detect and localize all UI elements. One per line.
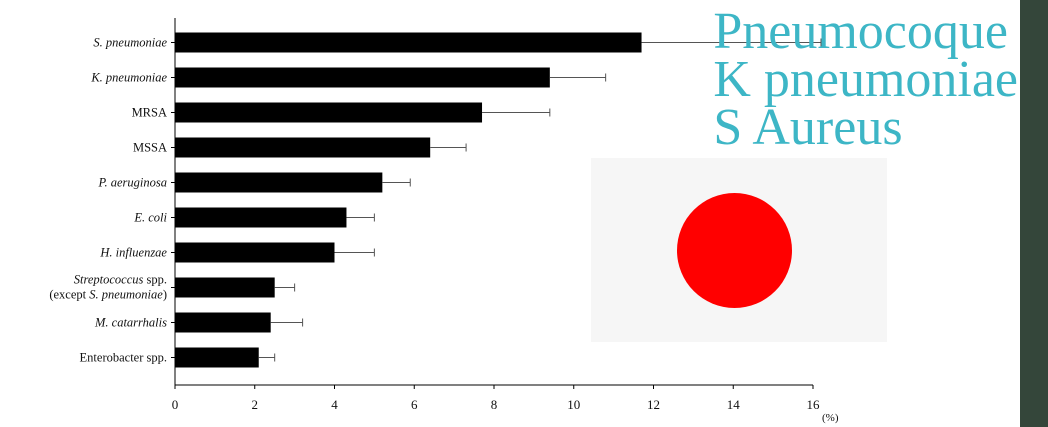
- category-label-line2: (except S. pneumoniae): [49, 288, 167, 302]
- x-tick-label: 2: [252, 397, 259, 412]
- chart-category-labels: S. pneumoniae K. pneumoniae MRSA MSSA P. aer…: [49, 36, 167, 365]
- overlay-title: Pneumocoque K pneumoniae S Aureus: [713, 3, 1018, 156]
- bar: [175, 207, 347, 228]
- bar: [175, 347, 259, 368]
- category-label: H. influenzae: [99, 246, 167, 260]
- category-label: M. catarrhalis: [94, 316, 167, 330]
- category-label: E. coli: [133, 211, 167, 225]
- bar: [175, 242, 335, 263]
- japan-flag: [591, 158, 887, 342]
- category-label: Streptococcus spp.: [74, 273, 167, 287]
- chart-error-bars: [258, 38, 822, 362]
- bar: [175, 102, 483, 123]
- category-label: K. pneumoniae: [90, 71, 167, 85]
- x-tick-label: 10: [567, 397, 580, 412]
- x-unit-label: (%): [822, 412, 839, 424]
- chart-tick-labels: 0 2 4 6 8 10 12 14 16: [172, 397, 820, 412]
- x-tick-label: 4: [331, 397, 338, 412]
- bar: [175, 172, 383, 193]
- flag-sun-disc: [677, 193, 792, 308]
- x-tick-label: 12: [647, 397, 660, 412]
- x-tick-label: 8: [491, 397, 498, 412]
- bar: [175, 67, 550, 88]
- category-label: MRSA: [132, 106, 167, 120]
- overlay-line-s-aureus: S Aureus: [713, 99, 903, 156]
- bar: [175, 312, 271, 333]
- category-label: Enterobacter spp.: [80, 351, 167, 365]
- x-tick-label: 0: [172, 397, 179, 412]
- category-label: P. aeruginosa: [97, 176, 167, 190]
- overlay-line-pneumocoque: Pneumocoque: [713, 3, 1008, 60]
- x-tick-label: 14: [727, 397, 741, 412]
- chart-bars: [175, 32, 642, 368]
- category-label: S. pneumoniae: [93, 36, 167, 50]
- overlay-line-k-pneumoniae: K pneumoniae: [713, 51, 1018, 108]
- category-label: MSSA: [133, 141, 167, 155]
- bar: [175, 277, 275, 298]
- bar: [175, 137, 431, 158]
- x-tick-label: 6: [411, 397, 418, 412]
- x-tick-label: 16: [807, 397, 821, 412]
- bar: [175, 32, 642, 53]
- side-accent-bar: [1020, 0, 1048, 427]
- corner-tab: [930, 0, 1020, 14]
